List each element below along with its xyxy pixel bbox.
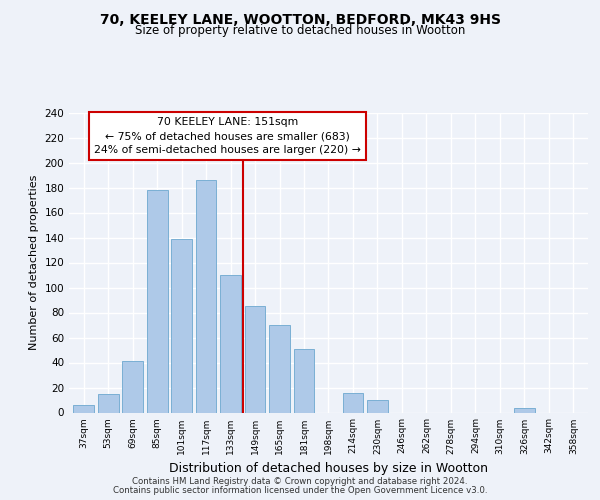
Text: Contains public sector information licensed under the Open Government Licence v3: Contains public sector information licen… (113, 486, 487, 495)
Y-axis label: Number of detached properties: Number of detached properties (29, 175, 39, 350)
Bar (367, 400, 388, 412)
Bar (73, 405, 94, 412)
Bar (514, 408, 535, 412)
Bar (122, 361, 143, 412)
Text: 70, KEELEY LANE, WOOTTON, BEDFORD, MK43 9HS: 70, KEELEY LANE, WOOTTON, BEDFORD, MK43 … (100, 12, 500, 26)
Bar (220, 275, 241, 412)
Bar (343, 392, 364, 412)
Bar (293, 349, 314, 412)
Bar (98, 394, 119, 412)
Text: Size of property relative to detached houses in Wootton: Size of property relative to detached ho… (135, 24, 465, 37)
Bar (196, 180, 217, 412)
Bar (269, 325, 290, 412)
X-axis label: Distribution of detached houses by size in Wootton: Distribution of detached houses by size … (169, 462, 488, 475)
Bar (147, 190, 167, 412)
Text: 70 KEELEY LANE: 151sqm
← 75% of detached houses are smaller (683)
24% of semi-de: 70 KEELEY LANE: 151sqm ← 75% of detached… (94, 117, 361, 155)
Bar (245, 306, 265, 412)
Text: Contains HM Land Registry data © Crown copyright and database right 2024.: Contains HM Land Registry data © Crown c… (132, 477, 468, 486)
Bar (171, 239, 192, 412)
